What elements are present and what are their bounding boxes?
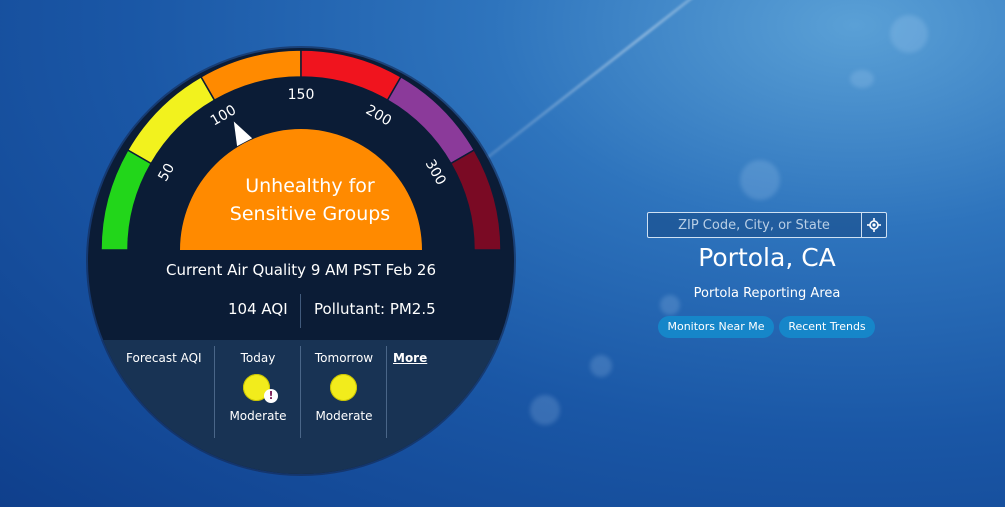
alert-icon: ! bbox=[264, 389, 278, 403]
tomorrow-label: Tomorrow bbox=[314, 351, 374, 365]
forecast-label-column: Forecast AQI bbox=[126, 346, 226, 438]
forecast-aqi-label: Forecast AQI bbox=[126, 351, 202, 365]
bokeh-dot bbox=[890, 15, 928, 53]
gauge-segment-usg bbox=[199, 49, 302, 102]
locate-button[interactable] bbox=[861, 213, 886, 237]
aqi-status-dome bbox=[180, 129, 422, 250]
forecast-today[interactable]: Today ! Moderate bbox=[215, 346, 301, 438]
gauge-segment-unhealthy bbox=[300, 49, 403, 102]
today-label: Today bbox=[240, 351, 276, 365]
gauge-tick-label: 300 bbox=[422, 157, 449, 188]
gauge-segment-very-unhealthy bbox=[386, 75, 476, 165]
bokeh-dot bbox=[660, 295, 680, 315]
gauge-tick-label: 200 bbox=[363, 102, 394, 129]
tomorrow-status: Moderate bbox=[315, 409, 373, 423]
reporting-area: Portola Reporting Area bbox=[693, 286, 841, 301]
bokeh-dot bbox=[590, 355, 612, 377]
divider bbox=[386, 346, 387, 438]
today-status: Moderate bbox=[229, 409, 287, 423]
search-input[interactable] bbox=[648, 213, 860, 237]
air-quality-widget: 50 100 150 200 300 Unhealthy for Sensitive G… bbox=[88, 48, 514, 474]
monitors-near-me-button[interactable]: Monitors Near Me bbox=[658, 316, 774, 338]
forecast-tomorrow[interactable]: Tomorrow Moderate bbox=[301, 346, 387, 438]
pollutant-label: Pollutant: PM2.5 bbox=[314, 300, 436, 318]
recent-trends-button[interactable]: Recent Trends bbox=[779, 316, 875, 338]
forecast-panel: Forecast AQI Today ! Moderate Tomorrow M… bbox=[88, 340, 514, 474]
search-box bbox=[647, 212, 887, 238]
bokeh-dot bbox=[740, 160, 780, 200]
divider bbox=[300, 346, 301, 438]
divider bbox=[214, 346, 215, 438]
gauge-tick-label: 150 bbox=[288, 87, 315, 103]
city-name: Portola, CA bbox=[698, 243, 836, 272]
gauge-tick-label: 50 bbox=[155, 161, 178, 184]
bokeh-dot bbox=[850, 70, 874, 88]
more-forecast-link[interactable]: More bbox=[393, 351, 428, 365]
crosshair-icon bbox=[867, 218, 881, 232]
divider bbox=[300, 294, 301, 328]
gauge-segment-hazardous bbox=[449, 148, 502, 251]
aqi-needle-pointer bbox=[233, 121, 253, 147]
tomorrow-aqi-dot bbox=[330, 374, 357, 401]
gauge-segment-good bbox=[100, 148, 153, 251]
aqi-status-line2: Sensitive Groups bbox=[229, 203, 391, 225]
aqi-status-line1: Unhealthy for bbox=[245, 175, 375, 197]
current-air-quality-label: Current Air Quality 9 AM PST Feb 26 bbox=[165, 261, 437, 279]
bokeh-dot bbox=[530, 395, 560, 425]
aqi-value: 104 AQI bbox=[228, 300, 288, 318]
gauge-segment-moderate bbox=[126, 75, 216, 165]
